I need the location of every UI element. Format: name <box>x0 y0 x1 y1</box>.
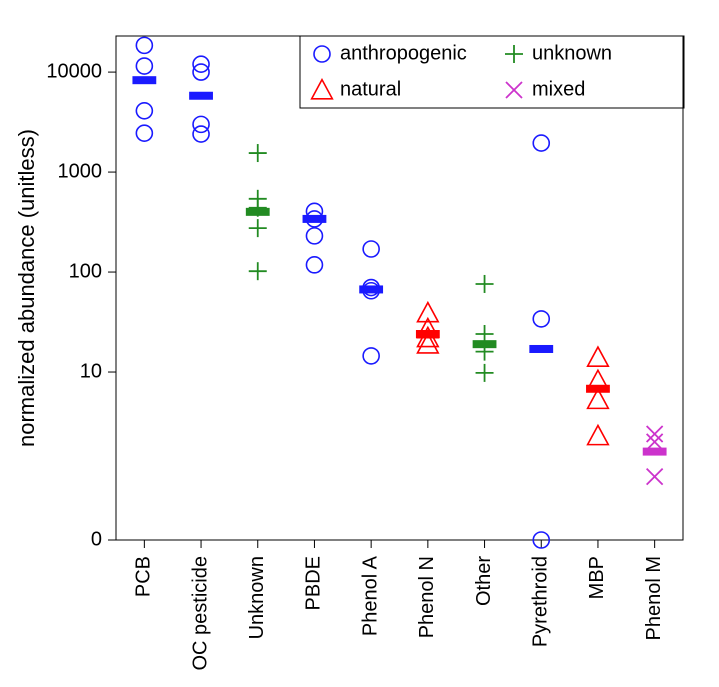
legend-label: natural <box>340 78 401 100</box>
legend-label: anthropogenic <box>340 42 467 64</box>
x-tick-label: OC pesticide <box>189 556 211 671</box>
x-tick-label: PBDE <box>303 556 325 610</box>
x-tick-label: MBP <box>586 556 608 599</box>
y-tick-label: 100 <box>69 260 102 282</box>
y-tick-label: 10 <box>80 360 102 382</box>
y-axis-label: normalized abundance (unitless) <box>14 129 39 447</box>
chart-container: 0 10 100 1000 10000 normalized abundance (uni… <box>0 0 719 687</box>
median-bar <box>643 448 667 456</box>
median-bar <box>189 92 213 100</box>
scatter-chart: 0 10 100 1000 10000 normalized abundance (uni… <box>0 0 719 687</box>
x-tick-label: PCB <box>133 556 155 597</box>
y-tick-label: 10000 <box>46 60 102 82</box>
x-tick-label: Phenol A <box>359 555 381 636</box>
median-bar <box>529 345 553 353</box>
x-tick-label: Unknown <box>246 556 268 639</box>
x-tick-label: Phenol N <box>416 556 438 638</box>
legend-label: mixed <box>532 78 585 100</box>
legend-label: unknown <box>532 42 612 64</box>
y-tick-label: 1000 <box>58 160 103 182</box>
x-tick-label: Pyrethroid <box>530 556 552 647</box>
median-bar <box>132 76 156 84</box>
x-tick-label: Phenol M <box>643 556 665 641</box>
y-tick-label: 0 <box>91 528 102 550</box>
x-tick-label: Other <box>473 556 495 606</box>
